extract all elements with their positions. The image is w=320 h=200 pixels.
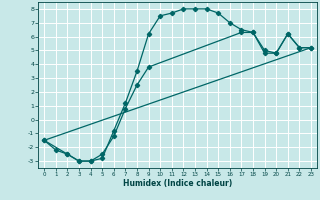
X-axis label: Humidex (Indice chaleur): Humidex (Indice chaleur) [123,179,232,188]
